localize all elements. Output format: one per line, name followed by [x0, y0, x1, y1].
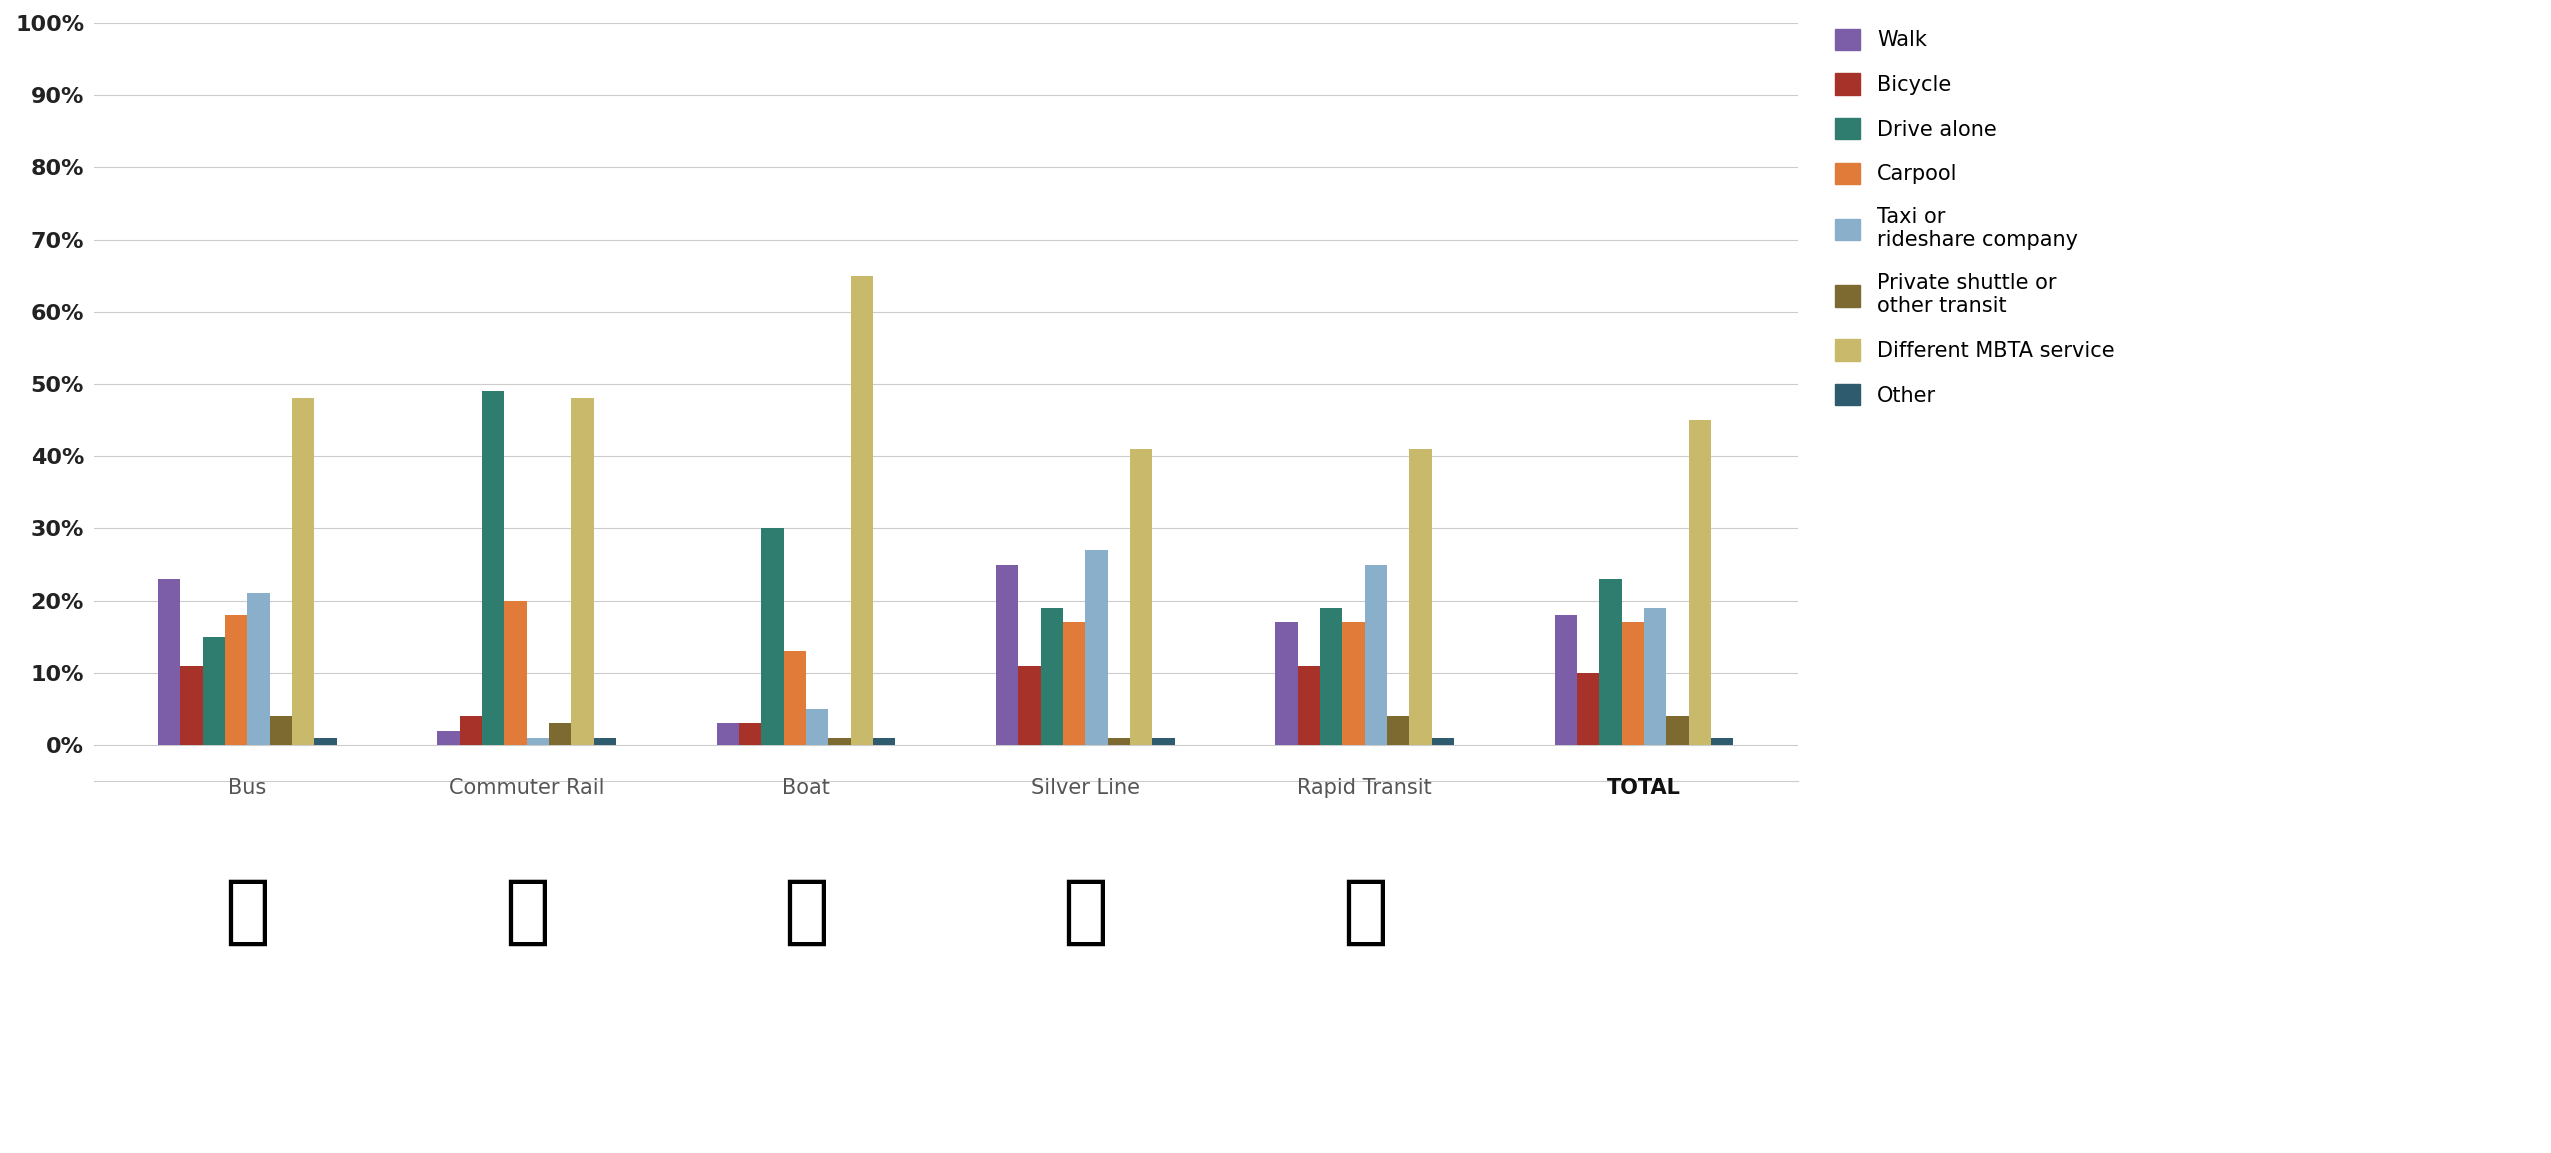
Text: Silver Line: Silver Line: [1031, 777, 1140, 798]
Bar: [482, 391, 505, 745]
Bar: [1622, 623, 1643, 745]
Bar: [270, 716, 293, 745]
Bar: [202, 636, 224, 745]
Legend: Walk, Bicycle, Drive alone, Carpool, Taxi or
rideshare company, Private shuttle : Walk, Bicycle, Drive alone, Carpool, Tax…: [1824, 18, 2125, 416]
Bar: [247, 594, 270, 745]
Bar: [872, 738, 895, 745]
Bar: [995, 565, 1018, 745]
Bar: [1319, 608, 1342, 745]
Text: Rapid Transit: Rapid Transit: [1298, 777, 1431, 798]
Bar: [1408, 449, 1431, 745]
Bar: [1388, 716, 1408, 745]
Bar: [1130, 449, 1153, 745]
Bar: [1041, 608, 1064, 745]
Bar: [158, 579, 181, 745]
Bar: [1666, 716, 1689, 745]
Bar: [1365, 565, 1388, 745]
Text: Bus: Bus: [230, 777, 268, 798]
Text: 🚋: 🚋: [1342, 875, 1388, 949]
Bar: [760, 528, 783, 745]
Bar: [1431, 738, 1454, 745]
Bar: [1298, 665, 1319, 745]
Bar: [1064, 623, 1084, 745]
Bar: [224, 615, 247, 745]
Text: Commuter Rail: Commuter Rail: [449, 777, 605, 798]
Bar: [1577, 673, 1599, 745]
Bar: [1018, 665, 1041, 745]
Bar: [740, 723, 760, 745]
Bar: [1712, 738, 1732, 745]
Text: 🚃: 🚃: [503, 875, 548, 949]
Text: TOTAL: TOTAL: [1607, 777, 1681, 798]
Bar: [1599, 579, 1622, 745]
Bar: [1153, 738, 1173, 745]
Bar: [314, 738, 337, 745]
Bar: [526, 738, 548, 745]
Text: 🚌: 🚌: [1061, 875, 1107, 949]
Bar: [1643, 608, 1666, 745]
Bar: [436, 731, 459, 745]
Bar: [1084, 550, 1107, 745]
Bar: [717, 723, 740, 745]
Bar: [548, 723, 571, 745]
Bar: [1554, 615, 1577, 745]
Bar: [829, 738, 849, 745]
Bar: [571, 399, 594, 745]
Bar: [181, 665, 202, 745]
Bar: [1107, 738, 1130, 745]
Bar: [459, 716, 482, 745]
Bar: [594, 738, 617, 745]
Bar: [806, 709, 829, 745]
Bar: [1689, 420, 1712, 745]
Bar: [505, 601, 526, 745]
Bar: [1276, 623, 1298, 745]
Text: 🚌: 🚌: [224, 875, 270, 949]
Bar: [783, 651, 806, 745]
Text: ⛴: ⛴: [783, 875, 829, 949]
Text: Boat: Boat: [783, 777, 829, 798]
Bar: [849, 276, 872, 745]
Bar: [293, 399, 314, 745]
Bar: [1342, 623, 1365, 745]
